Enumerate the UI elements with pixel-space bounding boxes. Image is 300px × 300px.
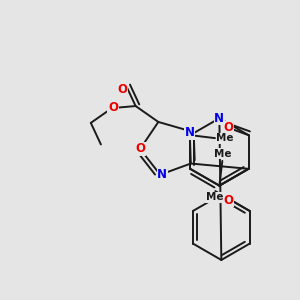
Text: O: O [117, 83, 128, 96]
Text: O: O [135, 142, 145, 155]
Text: Me: Me [216, 133, 234, 143]
Text: O: O [224, 194, 234, 206]
Text: N: N [157, 168, 167, 181]
Text: N: N [214, 112, 224, 125]
Text: N: N [185, 126, 195, 140]
Text: Me: Me [206, 192, 223, 202]
Text: O: O [108, 100, 118, 114]
Text: Me: Me [214, 149, 231, 159]
Text: O: O [223, 121, 233, 134]
